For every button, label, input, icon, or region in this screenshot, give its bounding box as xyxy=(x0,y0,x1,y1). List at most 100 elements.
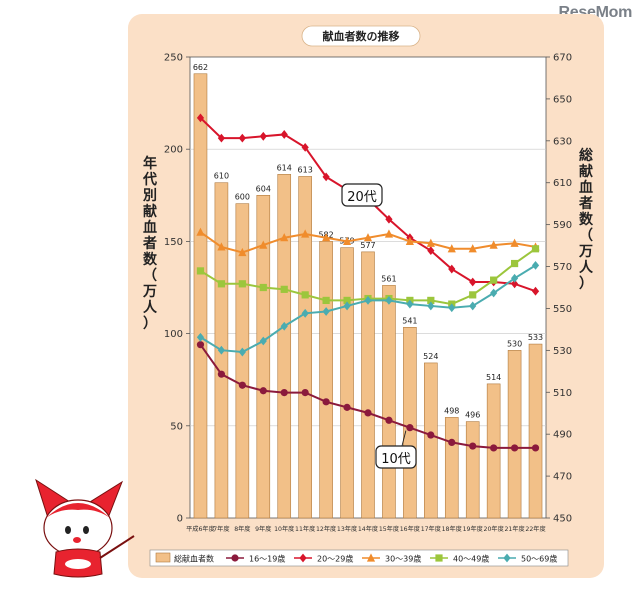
bar-value-label: 604 xyxy=(256,184,271,193)
series-point xyxy=(510,273,519,283)
callout-box xyxy=(375,445,417,469)
x-tick-label: 20年度 xyxy=(484,525,504,533)
left-tick-label: 50 xyxy=(170,421,183,432)
legend-marker xyxy=(503,553,511,563)
bar-value-label: 530 xyxy=(507,339,522,348)
bar-total-donors xyxy=(361,251,375,519)
bar-value-label: 613 xyxy=(298,165,313,174)
bar-total-donors xyxy=(528,343,543,519)
right-tick-label: 570 xyxy=(553,262,572,273)
callout-box xyxy=(341,183,383,207)
x-tick-label: 9年度 xyxy=(255,525,271,533)
legend-label: 総献血者数 xyxy=(174,554,214,564)
series-point xyxy=(405,236,414,245)
bar-value-label: 541 xyxy=(402,316,417,325)
left-tick-label: 250 xyxy=(164,53,183,64)
x-tick-label: 7年度 xyxy=(213,525,229,533)
series-point xyxy=(238,247,247,257)
series-point xyxy=(217,280,226,288)
series-point xyxy=(510,259,519,268)
x-tick-label: 19年度 xyxy=(463,525,483,533)
legend-marker xyxy=(231,554,239,562)
series-point xyxy=(238,133,246,143)
x-tick-label: 14年度 xyxy=(358,525,378,533)
x-tick-label: 15年度 xyxy=(379,525,399,533)
series-point xyxy=(259,131,267,141)
series-point xyxy=(469,277,477,287)
series-point xyxy=(469,301,477,311)
bar-value-label: 610 xyxy=(214,172,229,181)
series-point xyxy=(238,347,246,357)
series-point xyxy=(510,444,519,452)
bar-total-donors xyxy=(340,247,354,519)
right-tick-label: 450 xyxy=(553,514,572,525)
series-point xyxy=(343,296,351,305)
series-point xyxy=(322,172,330,182)
series-point xyxy=(196,332,205,342)
x-tick-label: 17年度 xyxy=(421,525,441,533)
series-point xyxy=(426,238,435,247)
series-point xyxy=(301,308,309,318)
series-point xyxy=(447,244,456,253)
right-tick-label: 670 xyxy=(553,53,572,64)
series-point xyxy=(280,389,288,397)
legend-label: 40～49歳 xyxy=(453,554,489,564)
bar-total-donors xyxy=(256,195,271,519)
series-point xyxy=(469,291,477,299)
series-point xyxy=(301,389,309,397)
series-point xyxy=(301,229,310,238)
legend-label: 20～29歳 xyxy=(317,554,353,564)
series-point xyxy=(406,299,414,309)
bar-value-label: 600 xyxy=(235,193,250,202)
series-point xyxy=(280,285,288,293)
series-point xyxy=(531,245,540,253)
right-tick-label: 510 xyxy=(553,388,572,399)
series-point xyxy=(342,236,352,245)
x-tick-label: 21年度 xyxy=(504,525,524,533)
series-point xyxy=(468,244,477,253)
series-point xyxy=(322,233,331,242)
bar-total-donors xyxy=(193,73,208,519)
legend-label: 50～69歳 xyxy=(521,554,557,564)
series-point xyxy=(259,387,267,395)
series-point xyxy=(343,301,351,311)
series-point xyxy=(531,286,540,296)
series-point xyxy=(385,214,393,224)
legend-swatch xyxy=(155,552,171,563)
series-point xyxy=(259,336,267,346)
x-tick-label: 16年度 xyxy=(400,525,420,533)
series-point xyxy=(196,267,205,275)
bar-total-donors xyxy=(444,417,459,519)
series-point xyxy=(259,240,268,249)
series-point xyxy=(469,442,477,450)
bar-total-donors xyxy=(382,285,396,519)
series-point xyxy=(280,233,289,242)
left-tick-label: 0 xyxy=(177,514,183,525)
series-point xyxy=(217,370,226,378)
x-tick-label: 平成6年度 xyxy=(186,525,215,533)
legend-label: 16～19歳 xyxy=(249,554,285,564)
callout-10s: 10代 xyxy=(381,452,411,467)
series-point xyxy=(196,227,205,236)
bar-total-donors xyxy=(424,362,438,519)
series-point xyxy=(322,296,330,305)
bar-value-label: 561 xyxy=(381,274,396,283)
series-point xyxy=(259,283,267,292)
right-tick-label: 610 xyxy=(553,178,572,189)
series-point xyxy=(217,345,226,355)
bar-total-donors xyxy=(277,174,292,519)
series-point xyxy=(363,233,373,242)
series-point xyxy=(510,279,519,289)
bar-total-donors xyxy=(319,241,333,519)
series-point xyxy=(217,133,226,143)
series-point xyxy=(427,431,435,439)
series-point xyxy=(448,264,456,274)
series-point xyxy=(427,301,435,311)
left-tick-label: 150 xyxy=(164,237,183,248)
series-point xyxy=(364,296,372,305)
x-tick-label: 18年度 xyxy=(442,525,462,533)
x-tick-label: 8年度 xyxy=(234,525,250,533)
series-point xyxy=(406,424,414,432)
series-point xyxy=(490,444,498,452)
